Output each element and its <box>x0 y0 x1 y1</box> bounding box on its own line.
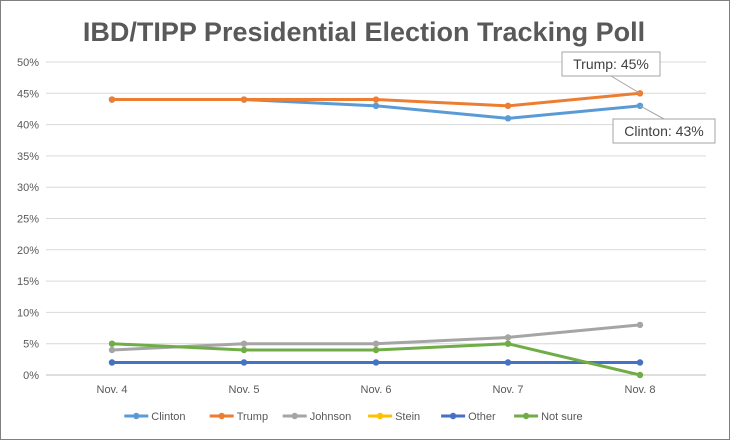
legend-marker <box>133 412 140 420</box>
legend-item-other: Other <box>441 411 496 423</box>
data-point <box>372 346 380 354</box>
x-tick-label: Nov. 6 <box>361 384 392 396</box>
callout-box <box>612 118 716 144</box>
data-point <box>240 346 248 354</box>
callout-trump: Trump: 45% <box>561 51 661 94</box>
data-point <box>504 115 512 122</box>
y-tick-label: 35% <box>17 151 39 163</box>
data-point <box>240 359 248 366</box>
callout-label: Clinton: 43% <box>624 123 703 139</box>
y-tick-label: 15% <box>17 276 39 288</box>
data-point <box>240 96 248 103</box>
legend-marker <box>522 412 530 420</box>
y-tick-label: 5% <box>23 339 39 351</box>
data-point <box>636 321 644 329</box>
chart-title: IBD/TIPP Presidential Election Tracking … <box>83 17 645 47</box>
legend-marker <box>376 412 384 420</box>
legend-item-johnson: Johnson <box>282 411 352 423</box>
data-point <box>372 359 380 366</box>
y-tick-label: 45% <box>17 88 39 100</box>
legend-item-stein: Stein <box>368 411 420 423</box>
legend-item-clinton: Clinton <box>124 411 186 423</box>
callout-leader <box>639 105 665 120</box>
legend-label: Clinton <box>151 411 185 423</box>
data-point <box>372 102 380 110</box>
series-other <box>108 359 644 366</box>
data-point <box>504 340 512 347</box>
legend-marker <box>449 412 457 420</box>
y-tick-label: 20% <box>17 245 39 257</box>
callout-label: Trump: 45% <box>573 56 649 72</box>
data-point <box>636 371 644 379</box>
series-johnson <box>108 321 644 354</box>
data-point <box>108 96 116 103</box>
legend-label: Trump <box>237 411 268 423</box>
callouts: Trump: 45% Clinton: 43% <box>561 51 716 144</box>
legend-label: Johnson <box>310 411 352 423</box>
data-point <box>108 359 116 366</box>
x-tick-label: Nov. 4 <box>97 384 128 396</box>
data-point <box>240 340 248 347</box>
data-point <box>372 340 380 347</box>
x-tick-label: Nov. 8 <box>625 384 656 396</box>
series-trump <box>108 90 644 110</box>
y-tick-label: 40% <box>17 120 39 132</box>
legend-marker <box>218 412 225 420</box>
y-tick-label: 50% <box>17 57 39 69</box>
y-axis-ticks: 0% 5% 10% 15% 20% 25% 30% 35% 40% 45% 50% <box>17 57 39 382</box>
callout-clinton: Clinton: 43% <box>612 105 716 144</box>
legend: Clinton Trump Johnson Stein Other Not sure <box>124 411 583 423</box>
y-tick-label: 0% <box>23 370 39 382</box>
legend-label: Stein <box>395 411 420 423</box>
x-tick-label: Nov. 7 <box>493 384 524 396</box>
data-point <box>504 359 512 366</box>
series-not-sure <box>108 340 644 379</box>
legend-label: Not sure <box>541 411 583 423</box>
data-point <box>108 346 116 354</box>
x-axis-ticks: Nov. 4 Nov. 5 Nov. 6 Nov. 7 Nov. 8 <box>97 384 656 396</box>
series-lines <box>108 90 644 379</box>
y-tick-label: 30% <box>17 182 39 194</box>
legend-label: Other <box>468 411 496 423</box>
data-point <box>504 334 512 341</box>
x-tick-label: Nov. 5 <box>229 384 260 396</box>
callout-box <box>561 51 661 77</box>
y-tick-label: 10% <box>17 307 39 319</box>
legend-item-not-sure: Not sure <box>514 411 583 423</box>
gridlines <box>46 61 706 376</box>
data-point <box>504 102 512 110</box>
data-point <box>108 340 116 347</box>
data-point <box>636 359 644 366</box>
legend-item-trump: Trump <box>209 411 268 423</box>
callout-leader <box>610 75 641 94</box>
data-point <box>372 96 380 103</box>
legend-marker <box>291 412 298 420</box>
y-tick-label: 25% <box>17 214 39 226</box>
